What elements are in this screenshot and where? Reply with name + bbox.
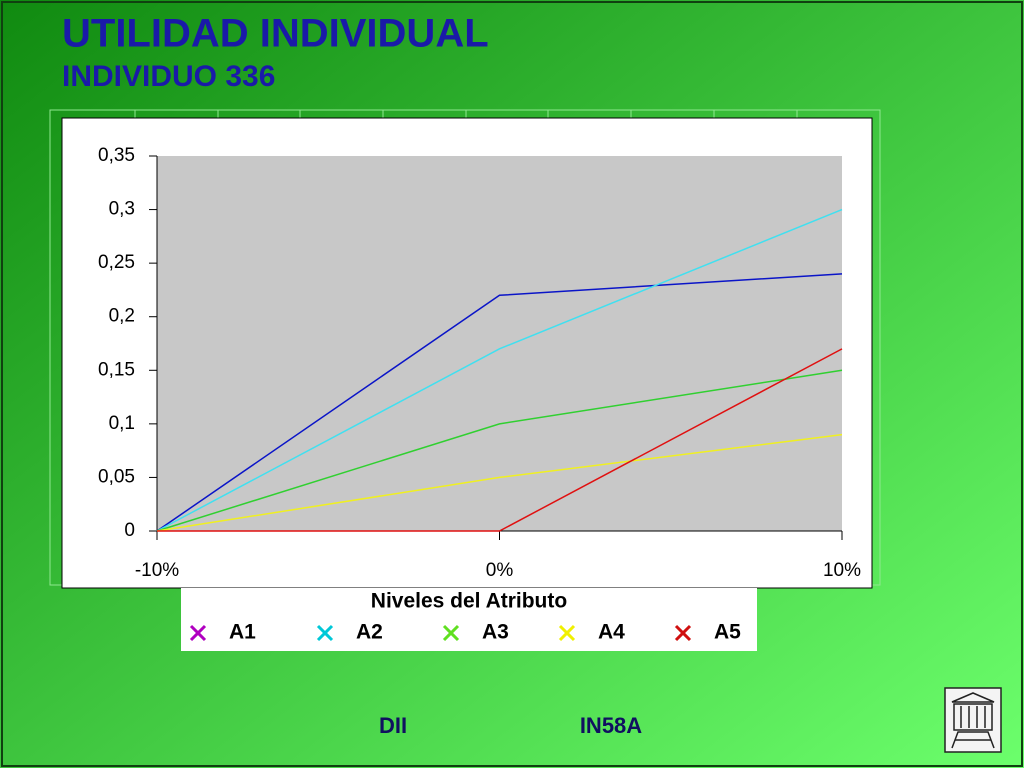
title: UTILIDAD INDIVIDUAL: [62, 12, 489, 56]
x-axis-label: Niveles del Atributo: [371, 590, 567, 613]
legend-label: A4: [598, 621, 625, 644]
legend-marker: [442, 624, 460, 642]
y-tick-label: 0,25: [98, 252, 135, 273]
legend-marker: [316, 624, 334, 642]
plot-background: [157, 156, 842, 531]
y-tick-label: 0,1: [109, 413, 135, 434]
footer-right: IN58A: [580, 713, 642, 738]
legend-label: A5: [714, 621, 741, 644]
subtitle: INDIVIDUO 336: [62, 60, 275, 93]
y-tick-label: 0: [124, 520, 135, 541]
legend-marker: [189, 624, 207, 642]
legend-box: [181, 588, 757, 651]
series-line: [156, 369, 843, 532]
legend-label: A3: [482, 621, 509, 644]
footer-left: DII: [379, 713, 407, 738]
series-line: [156, 273, 843, 532]
plot: 0 0,05 0,1 0,15 0,2 0,25 0,3 0,35 -10% 0% 10% Nivel…: [98, 145, 861, 644]
series-line: [157, 348, 843, 532]
y-tick-label: 0,35: [98, 145, 135, 166]
x-tick-label: 0%: [486, 560, 514, 581]
y-tick-label: 0,15: [98, 359, 135, 380]
logo: [944, 687, 1002, 753]
legend-marker: [558, 624, 576, 642]
legend-marker: [674, 624, 692, 642]
x-tick-label: 10%: [823, 560, 861, 581]
series-line: [156, 433, 843, 532]
y-tick-label: 0,3: [109, 199, 135, 220]
legend-label: A1: [229, 621, 256, 644]
y-tick-label: 0,05: [98, 466, 135, 487]
x-tick-label: -10%: [135, 560, 179, 581]
y-tick-label: 0,2: [109, 306, 135, 327]
legend-label: A2: [356, 621, 383, 644]
series-line: [156, 208, 843, 532]
